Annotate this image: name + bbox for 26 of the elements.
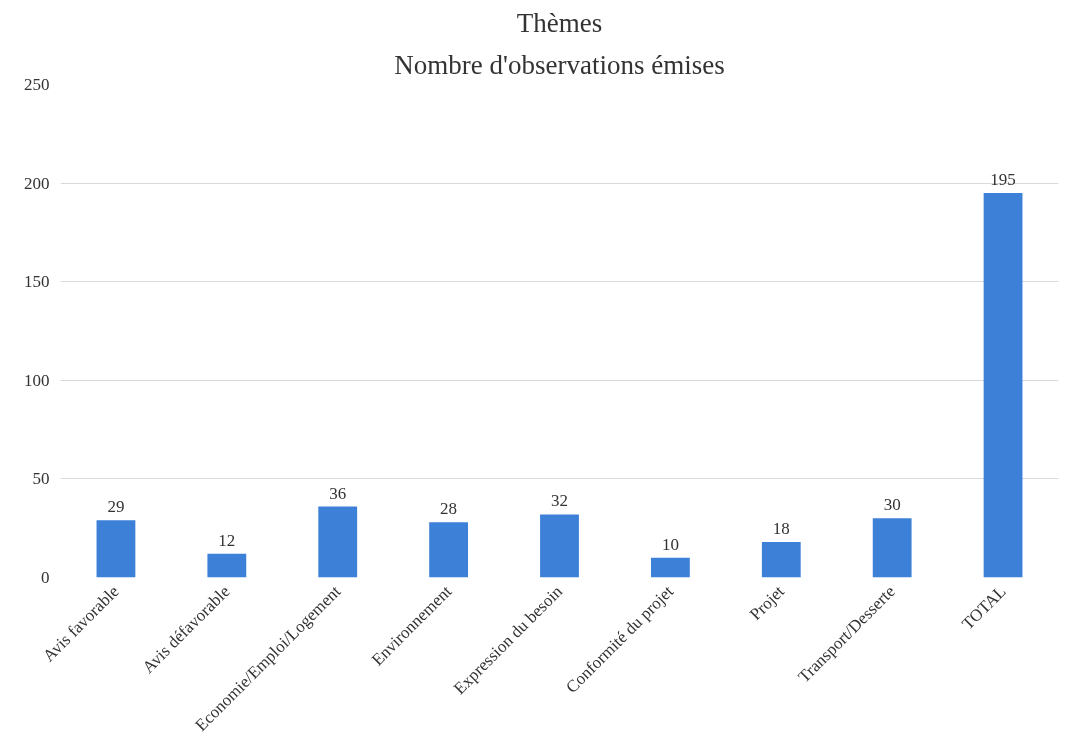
data-label: 12 (218, 530, 236, 550)
bar (540, 514, 579, 578)
y-tick-label: 0 (41, 568, 50, 587)
data-label: 18 (772, 519, 790, 538)
bar (429, 522, 469, 578)
y-tick-label: 150 (24, 272, 50, 292)
y-tick-label: 250 (24, 75, 50, 94)
data-label: 28 (440, 499, 458, 519)
bar (318, 506, 358, 578)
bar (983, 192, 1023, 578)
y-tick-label: 100 (24, 370, 50, 390)
bar (761, 542, 801, 578)
y-tick-label: 50 (32, 469, 50, 489)
data-label: 30 (883, 495, 901, 515)
data-label: 32 (551, 491, 568, 511)
data-label: 10 (661, 534, 679, 554)
data-label: 29 (107, 497, 125, 517)
data-label: 195 (990, 169, 1016, 189)
data-label: 36 (329, 483, 347, 503)
chart-subtitle: Nombre d'observations émises (394, 49, 725, 80)
bar (207, 553, 247, 578)
bar (872, 518, 912, 578)
y-tick-label: 200 (24, 173, 50, 193)
chart-title: Thèmes (516, 7, 603, 38)
bar (96, 520, 136, 578)
bar (650, 557, 690, 578)
